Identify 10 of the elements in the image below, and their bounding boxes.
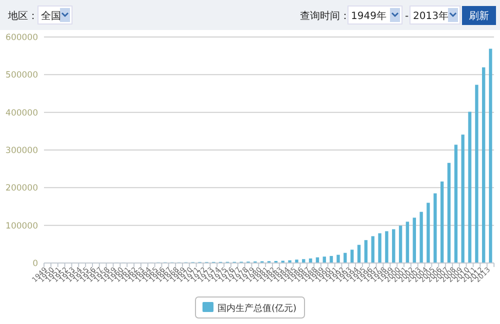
y-tick-label: 400000 [6,108,38,118]
legend: 国内生产总值(亿元) [194,296,306,318]
y-tick-label: 200000 [6,184,38,194]
legend-label: 国内生产总值(亿元) [217,303,297,314]
y-tick-label: 500000 [6,70,38,81]
y-tick-label: 100000 [6,221,38,232]
y-tick-label: 600000 [6,33,38,43]
y-tick-label: 0 [32,259,38,269]
toolbar: 地区： 全国 查询时间：1949年 - 2013年 刷新 [8,6,496,25]
y-tick-label: 300000 [6,146,38,156]
